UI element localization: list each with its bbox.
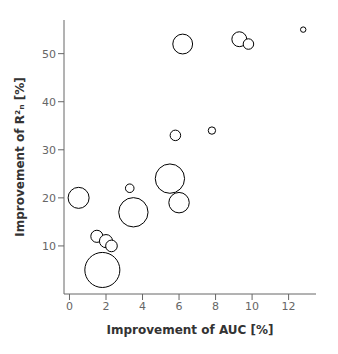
svg-text:0: 0: [66, 300, 73, 313]
svg-text:6: 6: [176, 300, 183, 313]
svg-text:Improvement of R²ₙ [%]: Improvement of R²ₙ [%]: [13, 77, 27, 237]
svg-text:4: 4: [139, 300, 146, 313]
svg-text:20: 20: [42, 192, 56, 205]
svg-text:40: 40: [42, 96, 56, 109]
svg-text:2: 2: [103, 300, 110, 313]
svg-text:10: 10: [42, 240, 56, 253]
svg-text:50: 50: [42, 48, 56, 61]
svg-text:12: 12: [282, 300, 296, 313]
svg-text:8: 8: [212, 300, 219, 313]
svg-text:10: 10: [245, 300, 259, 313]
svg-text:30: 30: [42, 144, 56, 157]
svg-text:Improvement of AUC [%]: Improvement of AUC [%]: [106, 323, 273, 337]
